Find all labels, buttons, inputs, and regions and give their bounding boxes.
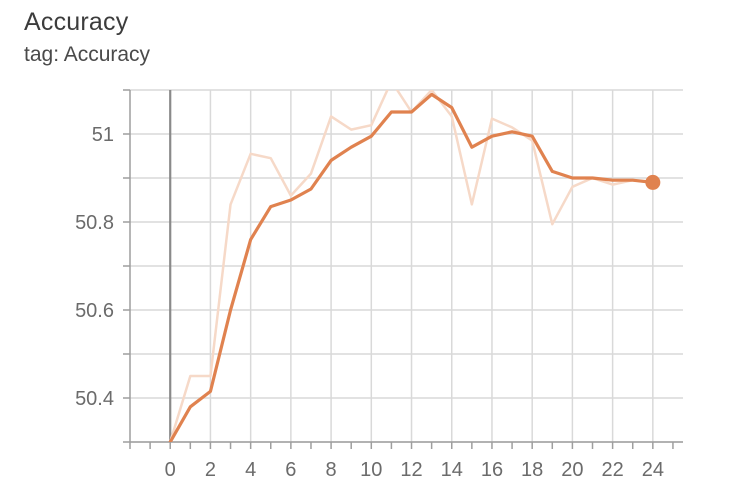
axes — [129, 90, 683, 449]
x-tick-label: 12 — [400, 459, 422, 481]
x-tick-label: 10 — [360, 459, 382, 481]
chart-subtitle: tag: Accuracy — [24, 43, 151, 66]
x-tick-label: 16 — [481, 459, 503, 481]
x-tick-label: 14 — [441, 459, 463, 481]
chart-title: Accuracy — [24, 8, 129, 36]
y-tick-label: 51 — [92, 124, 114, 146]
x-tick-label: 2 — [205, 459, 216, 481]
x-tick-label: 4 — [245, 459, 256, 481]
x-tick-label: 8 — [326, 459, 337, 481]
x-tick-label: 6 — [285, 459, 296, 481]
y-tick-label: 50.6 — [75, 300, 114, 322]
series-layer — [168, 90, 661, 442]
horizontal-gridlines — [123, 89, 683, 443]
x-tick-label: 0 — [165, 459, 176, 481]
series-smoothed-line — [168, 92, 655, 442]
x-tick-label: 24 — [642, 459, 664, 481]
series-end-point — [645, 174, 661, 190]
y-tick-label: 50.4 — [75, 388, 114, 410]
x-tick-label: 20 — [561, 459, 583, 481]
x-tick-label: 18 — [521, 459, 543, 481]
y-tick-label: 50.8 — [75, 212, 114, 234]
x-tick-label: 22 — [601, 459, 623, 481]
